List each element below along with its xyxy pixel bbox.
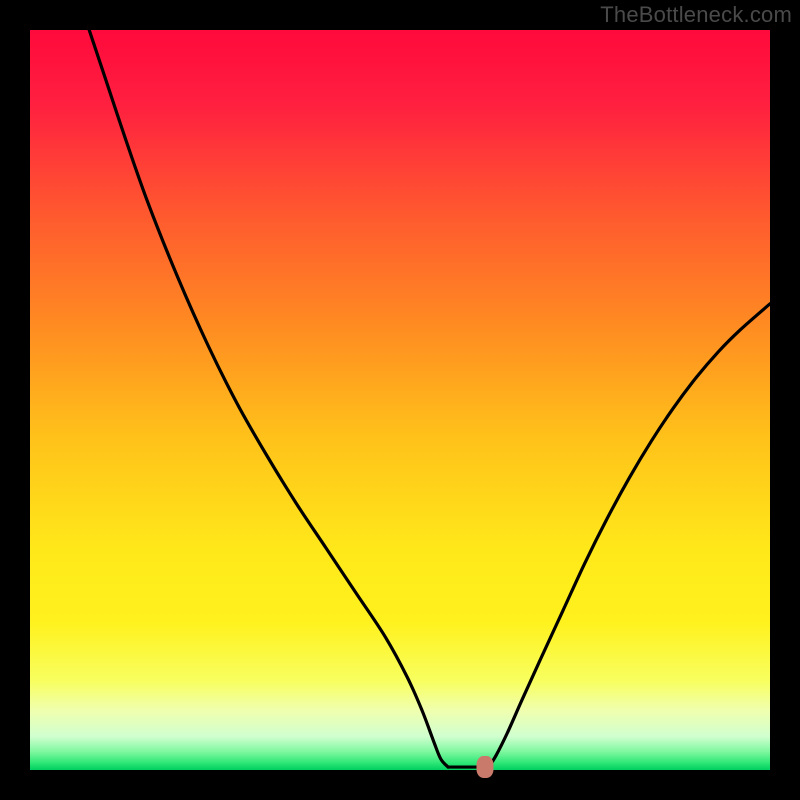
watermark-label: TheBottleneck.com [600,2,792,28]
chart-stage: TheBottleneck.com [0,0,800,800]
bottleneck-curve [30,30,770,770]
optimal-point-marker [477,756,494,778]
plot-area [30,30,770,770]
